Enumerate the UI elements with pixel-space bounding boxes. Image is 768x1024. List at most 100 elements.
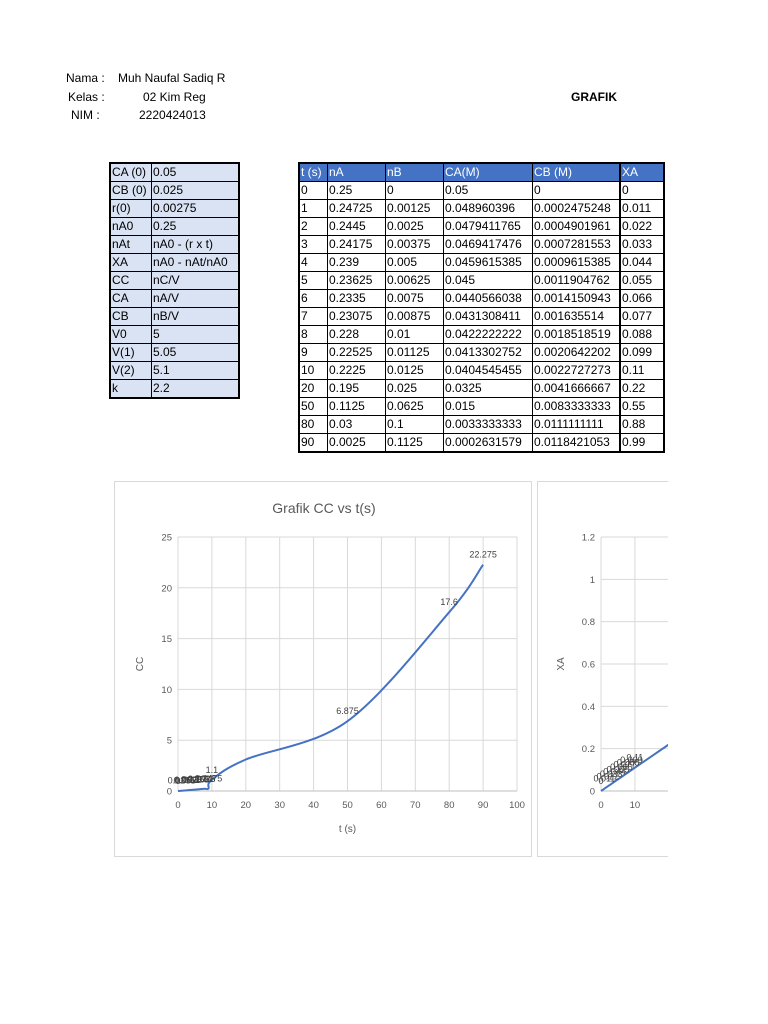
table-cell: 8 xyxy=(298,325,328,344)
parameter-key: r(0) xyxy=(109,199,152,218)
data-label: 0.165 xyxy=(187,774,210,784)
x-tick-label: 50 xyxy=(342,800,353,811)
table-cell: 0.0422222222 xyxy=(443,325,533,344)
x-tick-label: 40 xyxy=(308,800,319,811)
table-cell: 0.1 xyxy=(385,415,444,434)
cc-vs-t-chart[interactable]: 0 5 10 15 20 25 0 10 20 30 40 50 60 70 80 90 100 Grafik C… xyxy=(114,481,532,857)
parameter-row: CA nA/V xyxy=(109,289,240,308)
table-cell: 0.0004901961 xyxy=(532,217,621,236)
parameter-key: XA xyxy=(109,253,152,272)
table-cell: 0.0125 xyxy=(385,361,444,380)
data-label: 0.077 xyxy=(613,760,636,770)
y-tick-label: 0.4 xyxy=(582,702,595,713)
table-cell: 0.228 xyxy=(327,325,386,344)
table-cell: 0.0118421053 xyxy=(532,433,621,453)
table-cell: 0.25 xyxy=(327,181,386,200)
table-row: 8 0.228 0.01 0.0422222222 0.0018518519 0.088 xyxy=(298,325,665,344)
table-cell: 2 xyxy=(298,217,328,236)
column-header: CA(M) xyxy=(443,162,533,182)
data-label: 0.0275 xyxy=(168,776,196,786)
table-cell: 0.025 xyxy=(385,379,444,398)
table-row: 80 0.03 0.1 0.0033333333 0.0111111111 0.88 xyxy=(298,415,665,434)
x-tick-label: 10 xyxy=(630,800,641,811)
y-axis-title: XA xyxy=(556,657,567,671)
data-label: 0 xyxy=(598,776,603,786)
y-tick-label: 0 xyxy=(590,787,595,798)
xa-chart[interactable]: 0 0.2 0.4 0.6 0.8 1 1.2 0 10 XA 0 0.011 0.022 0.033 0.… xyxy=(537,481,670,857)
table-cell: 4 xyxy=(298,253,328,272)
x-tick-label: 70 xyxy=(410,800,421,811)
table-cell: 0.0404545455 xyxy=(443,361,533,380)
parameter-key: nAt xyxy=(109,235,152,254)
table-cell: 0.0469417476 xyxy=(443,235,533,254)
table-cell: 0.033 xyxy=(619,235,665,254)
data-table: t (s) nA nB CA(M) CB (M) XA 0 0.25 0 0.05 0 0… xyxy=(298,162,665,453)
table-cell: 0.044 xyxy=(619,253,665,272)
grafik-title: GRAFIK xyxy=(571,90,617,104)
column-header: nA xyxy=(327,162,386,182)
data-label: 22.275 xyxy=(469,550,497,560)
table-cell: 6 xyxy=(298,289,328,308)
table-cell: 0.0413302752 xyxy=(443,343,533,362)
parameter-value: 0.025 xyxy=(151,181,240,200)
table-cell: 0.195 xyxy=(327,379,386,398)
parameter-row: CA (0) 0.05 xyxy=(109,162,240,182)
table-cell: 0.0459615385 xyxy=(443,253,533,272)
table-cell: 0.0025 xyxy=(385,217,444,236)
table-cell: 0.0625 xyxy=(385,397,444,416)
table-row: 90 0.0025 0.1125 0.0002631579 0.0118421053 0.… xyxy=(298,433,665,453)
table-cell: 0.0075 xyxy=(385,289,444,308)
parameter-row: V(1) 5.05 xyxy=(109,343,240,362)
table-cell: 0.0041666667 xyxy=(532,379,621,398)
parameter-key: V(2) xyxy=(109,361,152,380)
table-cell: 0.055 xyxy=(619,271,665,290)
table-cell: 0 xyxy=(532,181,621,200)
parameter-value: nA/V xyxy=(151,289,240,308)
parameter-value: nA0 - nAt/nA0 xyxy=(151,253,240,272)
table-cell: 0.88 xyxy=(619,415,665,434)
table-cell: 0.1125 xyxy=(327,397,386,416)
table-cell: 0.22 xyxy=(619,379,665,398)
y-tick-label: 15 xyxy=(161,634,172,645)
parameter-value: 5 xyxy=(151,325,240,344)
data-label: 0.055 xyxy=(174,775,197,785)
table-row: 1 0.24725 0.00125 0.048960396 0.0002475248 0.… xyxy=(298,199,665,218)
parameter-key: V0 xyxy=(109,325,152,344)
parameter-value: nC/V xyxy=(151,271,240,290)
xa-chart-svg: 00.20.40.60.811.20 10XA00.0110.0220.0330.… xyxy=(556,533,670,811)
table-row: 3 0.24175 0.00375 0.0469417476 0.0007281553 0… xyxy=(298,235,665,254)
table-cell: 0.0431308411 xyxy=(443,307,533,326)
data-label: 0.022 xyxy=(597,771,620,781)
data-label: 0.1925 xyxy=(188,774,216,784)
parameter-value: 2.2 xyxy=(151,379,240,399)
parameter-row: CB nB/V xyxy=(109,307,240,326)
table-cell: 1 xyxy=(298,199,328,218)
x-axis-title: t (s) xyxy=(339,824,356,835)
table-cell: 5 xyxy=(298,271,328,290)
table-cell: 0.0002631579 xyxy=(443,433,533,453)
table-cell: 0.0002475248 xyxy=(532,199,621,218)
table-cell: 0.045 xyxy=(443,271,533,290)
column-header: CB (M) xyxy=(532,162,621,182)
nim-value: 2220424013 xyxy=(139,108,206,122)
parameter-row: XA nA0 - nAt/nA0 xyxy=(109,253,240,272)
parameter-value: 5.1 xyxy=(151,361,240,380)
table-row: 20 0.195 0.025 0.0325 0.0041666667 0.22 xyxy=(298,379,665,398)
table-cell: 0.00125 xyxy=(385,199,444,218)
table-row: 6 0.2335 0.0075 0.0440566038 0.0014150943 0.0… xyxy=(298,289,665,308)
table-header-row: t (s) nA nB CA(M) CB (M) XA xyxy=(298,162,665,182)
table-cell: 0.05 xyxy=(443,181,533,200)
table-cell: 0.24175 xyxy=(327,235,386,254)
table-cell: 0.2445 xyxy=(327,217,386,236)
x-tick-label: 0 xyxy=(175,800,180,811)
parameter-value: 0.00275 xyxy=(151,199,240,218)
table-cell: 0.099 xyxy=(619,343,665,362)
x-tick-label: 100 xyxy=(509,800,525,811)
table-cell: 20 xyxy=(298,379,328,398)
x-tick-label: 30 xyxy=(274,800,285,811)
y-tick-label: 5 xyxy=(167,736,172,747)
table-cell: 0.0033333333 xyxy=(443,415,533,434)
parameter-row: V(2) 5.1 xyxy=(109,361,240,380)
table-cell: 0.00875 xyxy=(385,307,444,326)
table-cell: 0.00375 xyxy=(385,235,444,254)
